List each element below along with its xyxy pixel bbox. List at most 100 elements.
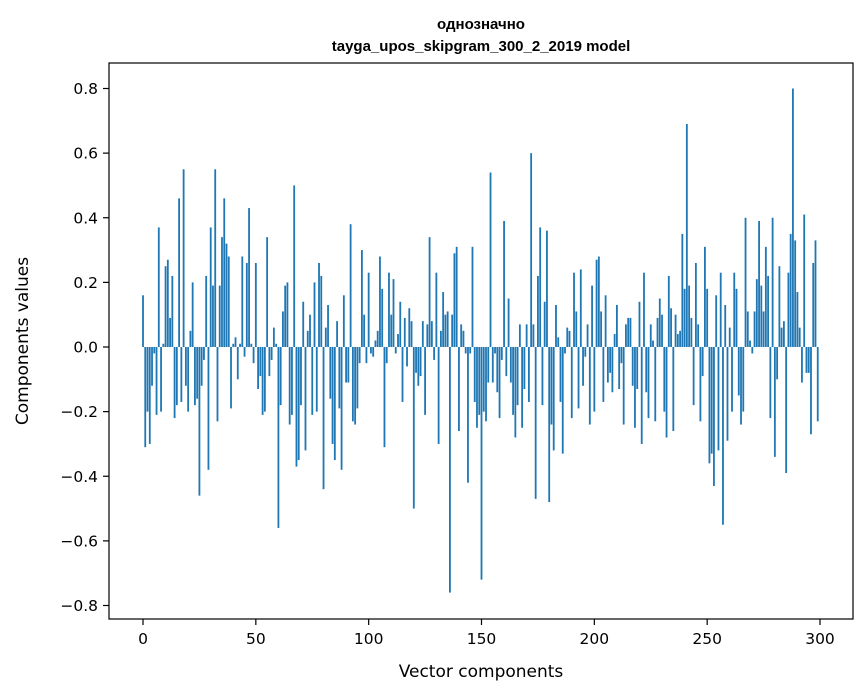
bar-6	[155, 347, 158, 415]
x-axis-label: Vector components	[399, 662, 564, 682]
bar-256	[719, 272, 722, 347]
bar-143	[464, 347, 467, 354]
bar-224	[647, 347, 650, 419]
bar-279	[771, 217, 774, 347]
bar-207	[609, 347, 612, 373]
bar-144	[467, 347, 469, 483]
bar-294	[805, 347, 808, 373]
bar-132	[439, 330, 442, 347]
bar-104	[376, 330, 379, 347]
bar-159	[500, 347, 503, 360]
bar-288	[792, 88, 794, 347]
bar-293	[803, 214, 806, 347]
bar-50	[254, 262, 257, 347]
bar-258	[724, 304, 727, 347]
bar-251	[708, 347, 711, 464]
bar-253	[713, 347, 715, 486]
bar-80	[322, 347, 325, 490]
bar-41	[234, 337, 237, 347]
bar-243	[690, 317, 693, 347]
bar-228	[656, 317, 659, 347]
bar-81	[324, 327, 327, 347]
bar-170	[525, 324, 528, 347]
bar-123	[419, 347, 422, 377]
bar-92	[349, 224, 352, 347]
x-tick-label: 250	[692, 630, 722, 648]
bar-111	[392, 279, 395, 347]
bar-200	[593, 347, 596, 412]
bar-232	[665, 347, 668, 438]
bar-4	[151, 347, 153, 386]
bar-169	[523, 347, 526, 390]
x-tick-label: 150	[467, 630, 497, 648]
bar-84	[331, 347, 334, 444]
y-tick-label: 0.0	[73, 339, 98, 357]
bar-201	[595, 259, 598, 347]
bar-286	[787, 272, 790, 347]
bar-270	[751, 347, 754, 354]
y-axis-label: Components values	[13, 257, 33, 425]
bar-202	[597, 256, 600, 347]
bar-8	[160, 347, 162, 412]
bar-168	[521, 347, 524, 428]
bar-283	[780, 327, 783, 347]
bar-172	[530, 153, 533, 348]
bar-55	[266, 237, 269, 347]
bar-185	[559, 347, 562, 402]
bar-189	[568, 330, 571, 347]
bar-151	[482, 347, 485, 412]
bar-188	[566, 327, 569, 347]
bar-115	[401, 347, 404, 402]
bar-186	[561, 347, 564, 454]
bar-114	[399, 301, 402, 347]
bar-287	[789, 233, 792, 347]
bar-99	[365, 347, 368, 364]
bar-73	[306, 330, 309, 347]
bar-252	[710, 347, 713, 454]
bar-88	[340, 347, 343, 470]
bar-49	[252, 347, 255, 364]
bar-214	[625, 324, 627, 347]
bar-227	[654, 347, 657, 422]
bar-290	[796, 292, 799, 347]
bar-61	[279, 347, 282, 406]
bar-167	[518, 324, 521, 347]
bar-96	[358, 347, 361, 364]
bar-166	[516, 347, 519, 406]
bar-98	[363, 314, 366, 347]
bar-137	[451, 314, 454, 347]
x-tick-label: 50	[246, 630, 266, 648]
bar-17	[180, 347, 183, 402]
bar-129	[433, 347, 436, 360]
bar-180	[548, 347, 551, 503]
bar-269	[749, 340, 751, 347]
bar-281	[776, 347, 779, 380]
bar-179	[546, 230, 548, 347]
bar-274	[760, 285, 763, 347]
chart-title-line2: tayga_upos_skipgram_300_2_2019 model	[332, 38, 631, 55]
bar-43	[239, 343, 241, 347]
bar-22	[191, 282, 194, 348]
bar-85	[333, 347, 336, 461]
y-tick-label: 0.4	[73, 209, 98, 227]
bar-164	[512, 347, 514, 415]
bar-295	[807, 347, 810, 373]
bar-101	[370, 347, 372, 354]
bar-285	[785, 347, 788, 474]
bar-226	[652, 340, 654, 347]
bar-29	[207, 347, 210, 470]
bar-284	[782, 321, 785, 347]
bar-40	[232, 343, 235, 347]
bar-109	[388, 272, 390, 347]
bar-238	[679, 330, 681, 347]
bar-86	[336, 321, 338, 347]
bar-67	[293, 185, 296, 347]
bar-161	[505, 347, 508, 377]
bar-28	[205, 275, 208, 347]
bar-255	[717, 347, 720, 451]
bar-103	[374, 340, 377, 347]
bar-105	[379, 256, 381, 347]
x-tick-label: 200	[580, 630, 610, 648]
bar-138	[453, 253, 456, 347]
bar-74	[309, 314, 311, 347]
